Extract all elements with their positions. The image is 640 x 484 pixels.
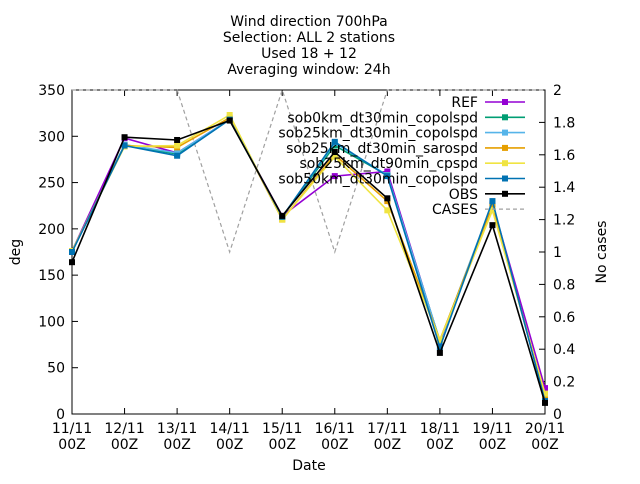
y-tick-label: 150 [38, 268, 65, 284]
x-tick-label: 00Z [163, 437, 190, 453]
y2-tick-label: 1.6 [553, 148, 575, 164]
y-tick-label: 250 [38, 176, 65, 192]
legend-label: sob50km_dt30min_copolspd [278, 172, 478, 188]
x-tick-label: 12/11 [104, 421, 144, 437]
chart-title-line: Used 18 + 12 [261, 46, 357, 62]
series-point [174, 142, 181, 149]
x-tick-label: 16/11 [315, 421, 355, 437]
series-point [121, 142, 128, 149]
series-point [436, 349, 443, 356]
chart-title-line: Selection: ALL 2 stations [223, 30, 395, 46]
y2-tick-label: 1.8 [553, 115, 575, 131]
cases-series-line [72, 88, 545, 254]
legend-marker [502, 129, 508, 136]
y-tick-label: 350 [38, 83, 65, 99]
series-point [331, 153, 338, 160]
legend-label: OBS [449, 187, 478, 203]
series-point [489, 202, 496, 209]
legend-label: REF [451, 95, 478, 111]
chart-title-line: Averaging window: 24h [227, 62, 390, 78]
y2-tick-label: 0.4 [553, 342, 575, 358]
series-point [174, 136, 181, 143]
series-point [384, 207, 391, 214]
series-point [331, 138, 338, 145]
series-point [226, 111, 233, 118]
legend-marker [502, 160, 508, 167]
series-point [489, 207, 496, 214]
legend-marker [502, 144, 508, 151]
series-point [542, 394, 548, 401]
y-tick-label: 200 [38, 222, 65, 238]
x-tick-label: 00Z [374, 437, 401, 453]
series-point [331, 149, 338, 156]
x-tick-label: 18/11 [420, 421, 460, 437]
series-point [542, 390, 548, 397]
x-tick-label: 00Z [426, 437, 453, 453]
y2-tick-label: 0 [553, 407, 562, 423]
series-point [331, 173, 338, 180]
x-tick-label: 00Z [531, 437, 558, 453]
x-tick-label: 00Z [58, 437, 85, 453]
x-tick-label: 17/11 [367, 421, 407, 437]
x-tick-label: 00Z [479, 437, 506, 453]
x-tick-label: 19/11 [472, 421, 512, 437]
y-tick-label: 0 [56, 407, 65, 423]
y2-tick-label: 1 [553, 245, 562, 261]
y2-tick-label: 1.2 [553, 213, 575, 229]
x-axis-label: Date [292, 458, 325, 474]
y2-tick-label: 1.4 [553, 180, 575, 196]
y-axis-label: deg [8, 239, 24, 265]
series-point [436, 344, 443, 351]
y-tick-label: 50 [47, 361, 65, 377]
legend-marker [502, 114, 508, 121]
series-point [542, 399, 548, 406]
series-point [121, 134, 128, 141]
legend-label: sob25km_dt30min_sarospd [286, 141, 478, 157]
x-tick-label: 00Z [111, 437, 138, 453]
x-tick-label: 20/11 [525, 421, 565, 437]
y2-tick-label: 0.2 [553, 375, 575, 391]
legend-label: sob0km_dt30min_copolspd [287, 110, 478, 126]
y2-tick-label: 0.8 [553, 277, 575, 293]
series-point [384, 195, 391, 202]
series-point [384, 173, 391, 180]
x-tick-label: 00Z [321, 437, 348, 453]
y-tick-label: 300 [38, 129, 65, 145]
x-tick-label: 13/11 [157, 421, 197, 437]
x-tick-label: 00Z [269, 437, 296, 453]
series-line [71, 118, 546, 402]
series-point [542, 385, 548, 392]
chart-title-line: Wind direction 700hPa [230, 14, 387, 30]
legend-label: sob25km_dt30min_copolspd [278, 126, 478, 142]
x-tick-label: 00Z [216, 437, 243, 453]
y-tick-label: 100 [38, 314, 65, 330]
legend-label: CASES [432, 202, 478, 218]
legend-marker [502, 175, 508, 182]
series-point [489, 198, 496, 205]
series-point [384, 168, 391, 175]
series-point [69, 259, 75, 266]
series-point [226, 117, 233, 124]
x-tick-label: 14/11 [209, 421, 249, 437]
x-tick-label: 11/11 [52, 421, 92, 437]
legend-label: sob25km_dt90min_cpspd [299, 156, 478, 172]
series-point [69, 249, 75, 255]
series-point [436, 336, 443, 343]
series-line [71, 119, 546, 404]
series-point [174, 152, 181, 159]
legend-marker [502, 190, 508, 197]
series-point [489, 222, 496, 229]
y2-tick-label: 0.6 [553, 310, 575, 326]
y2-axis-label: No cases [594, 221, 610, 284]
legend-marker [502, 99, 508, 105]
y2-tick-label: 2 [553, 83, 562, 99]
series-point [279, 212, 286, 219]
x-tick-label: 15/11 [262, 421, 302, 437]
